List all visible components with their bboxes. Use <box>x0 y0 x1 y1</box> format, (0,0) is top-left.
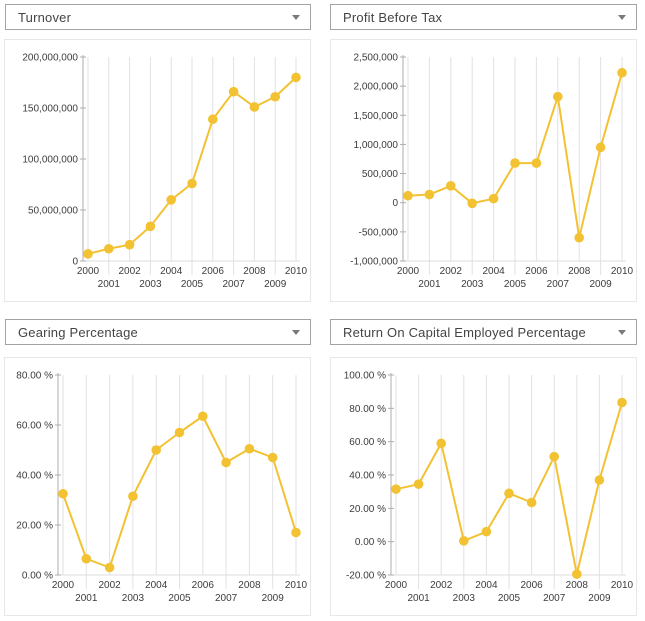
svg-text:2010: 2010 <box>611 266 634 277</box>
svg-text:2000: 2000 <box>397 266 420 277</box>
svg-text:20.00 %: 20.00 % <box>16 521 53 532</box>
svg-text:60.00 %: 60.00 % <box>349 437 386 448</box>
svg-text:0.00 %: 0.00 % <box>355 537 386 548</box>
svg-text:2000: 2000 <box>77 266 100 277</box>
svg-text:2001: 2001 <box>407 593 430 604</box>
roce-percentage-line-chart: 100.00 % 80.00 % 60.00 % 40.00 % 20.00 % 0.00… <box>344 371 634 605</box>
svg-text:2006: 2006 <box>520 580 543 591</box>
svg-text:2005: 2005 <box>181 279 204 290</box>
svg-text:2005: 2005 <box>498 593 521 604</box>
metric-selector-roce-percentage[interactable]: Return On Capital Employed Percentage <box>330 319 637 345</box>
svg-text:2004: 2004 <box>475 580 498 591</box>
svg-text:2009: 2009 <box>264 279 287 290</box>
svg-text:100.00 %: 100.00 % <box>344 371 386 382</box>
svg-text:2004: 2004 <box>145 580 168 591</box>
metric-selector-gearing-percentage[interactable]: Gearing Percentage <box>5 319 311 345</box>
svg-text:-20.00 %: -20.00 % <box>346 571 386 582</box>
selected-metric-label: Turnover <box>18 9 72 25</box>
svg-text:2007: 2007 <box>215 593 238 604</box>
chart-panel-profit-before-tax: 2,500,000 2,000,000 1,500,000 1,000,000 500,… <box>330 39 637 302</box>
svg-text:60.00 %: 60.00 % <box>16 421 53 432</box>
svg-text:2003: 2003 <box>139 279 162 290</box>
svg-text:2003: 2003 <box>122 593 145 604</box>
svg-text:2008: 2008 <box>238 580 261 591</box>
svg-text:2007: 2007 <box>543 593 566 604</box>
svg-text:0: 0 <box>72 257 78 268</box>
gearing-percentage-line-chart: 80.00 %60.00 %40.00 %20.00 %0.00 %200020… <box>16 371 308 605</box>
svg-text:40.00 %: 40.00 % <box>16 471 53 482</box>
svg-text:2006: 2006 <box>525 266 548 277</box>
svg-text:2,500,000: 2,500,000 <box>354 53 399 64</box>
turnover-line-chart: 200,000,000 150,000,000 100,000,000 50,000,… <box>22 53 308 291</box>
svg-text:2010: 2010 <box>285 266 308 277</box>
selected-metric-label: Profit Before Tax <box>343 9 443 25</box>
svg-text:0.00 %: 0.00 % <box>22 571 53 582</box>
metric-selector-profit-before-tax[interactable]: Profit Before Tax <box>330 4 637 30</box>
selected-metric-label: Return On Capital Employed Percentage <box>343 324 586 340</box>
svg-text:2001: 2001 <box>98 279 121 290</box>
svg-text:2007: 2007 <box>547 279 570 290</box>
svg-text:80.00 %: 80.00 % <box>349 404 386 415</box>
svg-text:2002: 2002 <box>98 580 121 591</box>
svg-text:2005: 2005 <box>168 593 191 604</box>
chevron-down-icon <box>618 15 626 20</box>
chevron-down-icon <box>292 330 300 335</box>
chevron-down-icon <box>618 330 626 335</box>
svg-text:2008: 2008 <box>568 266 591 277</box>
svg-text:150,000,000: 150,000,000 <box>22 104 78 115</box>
svg-text:2008: 2008 <box>566 580 589 591</box>
svg-text:2002: 2002 <box>440 266 463 277</box>
chart-panel-gearing-percentage: 80.00 % 60.00 % 40.00 % 20.00 % 0.00 % 2000 20… <box>4 357 311 616</box>
chart-panel-roce-percentage: 100.00 % 80.00 % 60.00 % 40.00 % 20.00 % 0.00… <box>330 357 637 616</box>
svg-text:100,000,000: 100,000,000 <box>22 155 78 166</box>
chevron-down-icon <box>292 15 300 20</box>
svg-text:2002: 2002 <box>118 266 141 277</box>
svg-text:500,000: 500,000 <box>362 169 399 180</box>
svg-text:40.00 %: 40.00 % <box>349 471 386 482</box>
svg-text:80.00 %: 80.00 % <box>16 371 53 382</box>
svg-text:20.00 %: 20.00 % <box>349 504 386 515</box>
svg-text:2007: 2007 <box>222 279 245 290</box>
svg-text:0: 0 <box>392 198 398 209</box>
svg-text:2003: 2003 <box>453 593 476 604</box>
svg-text:2006: 2006 <box>192 580 215 591</box>
svg-text:2010: 2010 <box>285 580 308 591</box>
selected-metric-label: Gearing Percentage <box>18 324 138 340</box>
svg-text:2002: 2002 <box>430 580 453 591</box>
svg-text:2009: 2009 <box>589 279 612 290</box>
svg-text:-1,000,000: -1,000,000 <box>350 257 398 268</box>
svg-text:1,500,000: 1,500,000 <box>354 111 399 122</box>
chart-panel-turnover: 200,000,000 150,000,000 100,000,000 50,000,… <box>4 39 311 302</box>
svg-text:2006: 2006 <box>202 266 225 277</box>
svg-text:2004: 2004 <box>160 266 183 277</box>
svg-text:2009: 2009 <box>262 593 285 604</box>
svg-text:2009: 2009 <box>588 593 611 604</box>
svg-text:2,000,000: 2,000,000 <box>354 82 399 93</box>
metric-selector-turnover[interactable]: Turnover <box>5 4 311 30</box>
svg-text:2010: 2010 <box>611 580 634 591</box>
svg-text:2005: 2005 <box>504 279 527 290</box>
svg-text:200,000,000: 200,000,000 <box>22 53 78 64</box>
svg-text:-500,000: -500,000 <box>359 227 399 238</box>
svg-text:1,000,000: 1,000,000 <box>354 140 399 151</box>
svg-text:2008: 2008 <box>243 266 266 277</box>
svg-text:2003: 2003 <box>461 279 484 290</box>
svg-text:2000: 2000 <box>52 580 75 591</box>
svg-text:2001: 2001 <box>75 593 98 604</box>
svg-text:2001: 2001 <box>418 279 441 290</box>
svg-text:2000: 2000 <box>385 580 408 591</box>
svg-text:50,000,000: 50,000,000 <box>28 206 78 217</box>
svg-text:2004: 2004 <box>482 266 505 277</box>
profit-before-tax-line-chart: 2,500,000 2,000,000 1,500,000 1,000,000 500,… <box>350 53 634 291</box>
